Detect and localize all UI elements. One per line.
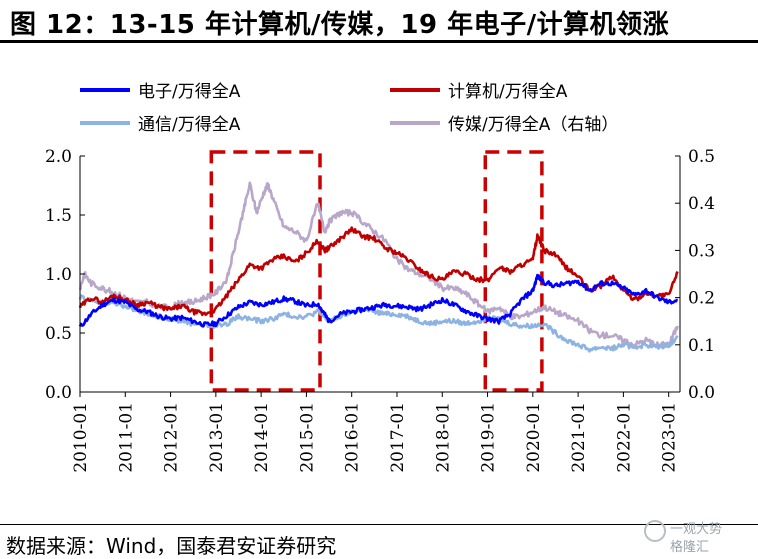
- legend-label: 计算机/万得全A: [448, 82, 568, 102]
- x-tick-label: 2023-01: [660, 402, 680, 473]
- x-tick-label: 2014-01: [252, 402, 272, 473]
- right-y-tick-label: 0.1: [688, 336, 715, 356]
- right-y-tick-label: 0.2: [688, 289, 715, 309]
- highlight-box: [483, 150, 544, 392]
- right-y-tick-label: 0.5: [688, 147, 715, 167]
- title-rule: [0, 40, 758, 43]
- highlight-regions: [209, 150, 544, 392]
- axes: 0.0 0.5 1.0 1.5 2.0 0.0 0.1 0.2 0.3 0.4 0.5 2010-01…: [45, 147, 715, 473]
- right-y-tick-label: 0.4: [688, 194, 715, 214]
- x-tick-label: 2022-01: [614, 402, 634, 473]
- left-y-tick-label: 0.0: [45, 383, 72, 403]
- highlight-box: [209, 150, 322, 392]
- series-line-2: [78, 294, 679, 353]
- x-tick-label: 2019-01: [479, 402, 499, 473]
- legend-label: 通信/万得全A: [138, 115, 241, 135]
- right-y-tick-label: 0.3: [688, 241, 715, 261]
- footer-rule: [0, 524, 758, 525]
- x-tick-label: 2012-01: [162, 402, 182, 473]
- x-tick-label: 2020-01: [524, 402, 544, 473]
- x-tick-label: 2021-01: [569, 402, 589, 473]
- figure-title: 图 12：13-15 年计算机/传媒，19 年电子/计算机领涨: [10, 10, 670, 40]
- x-tick-label: 2017-01: [388, 402, 408, 473]
- left-y-tick-label: 2.0: [45, 147, 72, 167]
- x-tick-label: 2013-01: [207, 402, 227, 473]
- legend-label: 传媒/万得全A（右轴）: [448, 115, 618, 135]
- x-tick-label: 2015-01: [297, 402, 317, 473]
- series-line-0: [78, 273, 679, 328]
- right-y-tick-label: 0.0: [688, 383, 715, 403]
- watermark-line-1: 一观大势: [670, 522, 723, 537]
- left-y-tick-label: 0.5: [45, 324, 72, 344]
- source-note: 数据来源：Wind，国泰君安证券研究: [6, 534, 337, 558]
- series-line-1: [78, 226, 679, 317]
- legend-label: 电子/万得全A: [138, 82, 241, 102]
- series-lines: [78, 181, 679, 353]
- x-tick-label: 2018-01: [433, 402, 453, 473]
- left-y-tick-label: 1.0: [45, 265, 72, 285]
- dual-axis-line-chart: 电子/万得全A 计算机/万得全A 通信/万得全A 传媒/万得全A（右轴） 0.0 0.5…: [45, 82, 715, 473]
- series-line-3: [78, 181, 679, 349]
- x-tick-label: 2011-01: [116, 402, 136, 473]
- watermark-line-2: 格隆汇: [670, 540, 710, 555]
- left-y-tick-label: 1.5: [45, 206, 72, 226]
- legend: 电子/万得全A 计算机/万得全A 通信/万得全A 传媒/万得全A（右轴）: [80, 82, 618, 135]
- watermark-logo-icon: [644, 520, 666, 542]
- x-tick-label: 2016-01: [343, 402, 363, 473]
- x-tick-label: 2010-01: [71, 402, 91, 473]
- watermark: 一观大势 格隆汇: [640, 514, 744, 555]
